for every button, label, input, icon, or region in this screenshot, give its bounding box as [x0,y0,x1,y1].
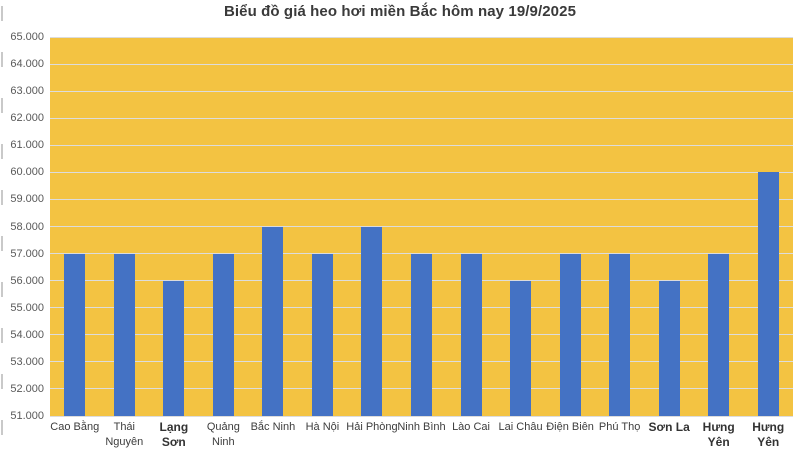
y-axis-tick-label: 55.000 [10,301,44,314]
y-axis-tick-label: 53.000 [10,355,44,368]
gridline [50,117,793,119]
bar [163,280,185,416]
bar [311,253,333,416]
bar [658,280,680,416]
gridline [50,63,793,65]
y-axis-tick-label: 57.000 [10,247,44,260]
x-axis-category-label: Sơn La [648,420,690,434]
gridline [50,415,793,417]
y-axis-tick-label: 64.000 [10,58,44,71]
x-axis-category-label: Hưng Yên [702,420,735,449]
x-axis-category-label: Thái Nguyên [105,421,144,448]
bar [757,172,779,416]
x-axis-category-label: Bắc Ninh [250,421,296,433]
x-axis-category-label: Lạng Sơn [159,420,189,449]
x-axis-category-label: Lào Cai [452,421,490,433]
gridline [50,198,793,200]
y-axis-tick-label: 56.000 [10,274,44,287]
x-axis-category-label: Phú Thọ [598,421,641,433]
gridline [50,226,793,227]
y-axis-tick-label: 63.000 [10,85,44,98]
bar [609,253,631,416]
x-axis-category-label: Quảng Ninh [206,421,240,448]
y-axis-tick-label: 52.000 [10,382,44,395]
bar [64,253,86,416]
x-axis-category-label: Hà Nội [305,421,340,433]
gridline [50,253,793,255]
bar [361,226,383,416]
bar [510,280,532,416]
gridline [50,90,793,92]
y-axis-tick-label: 51.000 [10,410,44,422]
bar [559,253,581,416]
gridline [50,144,793,146]
left-edge-dashes [1,6,3,452]
x-axis-category-label: Cao Bằng [50,421,100,433]
y-axis-tick-label: 61.000 [10,139,44,152]
bar [708,253,730,416]
bar [113,253,135,416]
bar [460,253,482,416]
bar [212,253,234,416]
plot-area [50,36,793,417]
x-axis-category-label: Hưng Yên [752,420,785,449]
bar [262,226,284,416]
x-axis-category-label: Ninh Bình [397,421,446,433]
y-axis-tick-label: 60.000 [10,166,44,179]
y-axis: 65.000 64.000 63.000 62.000 61.000 60.000 59.0… [0,31,44,422]
y-axis-tick-label: 62.000 [10,112,44,125]
x-axis-category-label: Lai Châu [498,421,543,433]
gridline [50,36,793,38]
y-axis-tick-label: 59.000 [10,193,44,206]
x-axis-category-label: Điện Biên [546,421,594,433]
bar [411,253,432,416]
y-axis-tick-label: 65.000 [10,31,44,43]
x-axis-category-label: Hải Phòng [346,421,398,433]
gridline [50,171,793,173]
y-axis-tick-label: 58.000 [10,220,44,233]
chart-title: Biểu đồ giá heo hơi miền Bắc hôm nay 19/… [223,3,577,20]
x-axis: Cao Bằng Thái Nguyên Lạng Sơn Quảng Ninh Bắc Ni… [50,420,793,456]
y-axis-tick-label: 54.000 [10,328,44,341]
